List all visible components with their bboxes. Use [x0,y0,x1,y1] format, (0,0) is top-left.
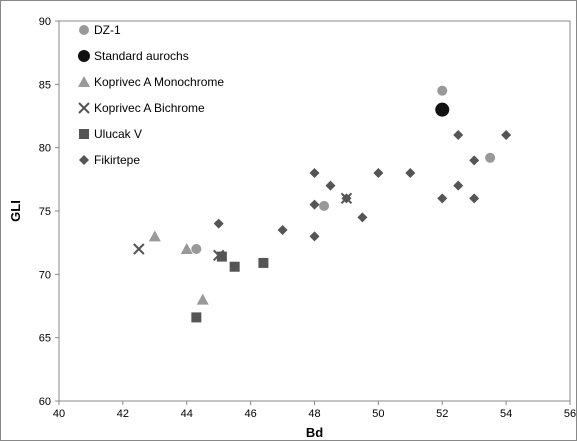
point-koprivec-a-monochrome [196,293,209,305]
legend-label-koprivec-a-monochrome: Koprivec A Monochrome [94,75,224,89]
y-tick-label: 80 [39,143,51,155]
y-tick-label: 65 [39,333,51,345]
y-tick-label: 70 [39,269,51,281]
point-fikirtepe [453,180,464,191]
point-fikirtepe [373,168,384,178]
point-ulucak-v [191,312,202,323]
point-fikirtepe [277,225,288,235]
axes: 40 42 44 46 48 50 52 54 56 60 65 70 75 80 85 90 [39,16,576,420]
point-koprivec-a-monochrome [180,243,193,254]
point-dz-1 [319,200,330,211]
point-ulucak-v [216,251,227,262]
point-standard-aurochs [435,102,450,117]
point-ulucak-v [258,257,269,268]
x-tick-label: 54 [500,408,512,420]
legend-label-fikirtepe: Fikirtepe [94,153,140,167]
point-koprivec-a-bichrome-stroke [133,243,145,255]
y-tick-label: 85 [39,79,51,91]
point-fikirtepe [501,130,512,140]
point-dz-1 [437,85,448,96]
x-axis-title: Bd [306,425,323,440]
legend-marker-koprivec-a-bichrome [78,102,90,114]
x-tick-label: 50 [372,408,384,420]
legend-marker-fikirtepe [79,155,89,165]
point-koprivec-a-monochrome [148,230,161,242]
point-ulucak-v [229,261,240,272]
point-fikirtepe [309,199,320,210]
data-markers [133,85,512,323]
legend: DZ-1 Standard aurochs Koprivec A Monochrom… [78,23,224,167]
x-tick-label: 42 [117,408,129,420]
legend-label-koprivec-a-bichrome: Koprivec A Bichrome [94,101,205,115]
x-tick-label: 46 [245,408,257,420]
point-dz-1 [485,152,496,163]
legend-label-dz-1: DZ-1 [94,23,121,37]
legend-marker-dz-1 [79,25,89,35]
point-fikirtepe [309,231,320,242]
legend-marker-standard-aurochs [78,50,90,62]
point-fikirtepe [341,193,352,204]
y-tick-label: 90 [39,16,51,28]
point-fikirtepe [357,212,368,223]
point-fikirtepe [469,155,480,166]
y-tick-label: 60 [39,396,51,408]
point-fikirtepe [437,193,448,204]
point-koprivec-a-bichrome [133,243,145,255]
point-fikirtepe [309,168,320,178]
legend-marker-ulucak-v [79,129,89,139]
legend-label-standard-aurochs: Standard aurochs [94,49,189,63]
x-tick-label: 40 [53,408,65,420]
plot-area [58,20,571,402]
x-tick-label: 48 [308,408,320,420]
point-fikirtepe [325,180,336,191]
point-fikirtepe [213,218,224,229]
plot-frame [58,20,571,402]
y-tick-label: 75 [39,206,51,218]
x-tick-label: 56 [564,408,576,420]
point-dz-1 [191,244,202,254]
point-fikirtepe [469,193,480,204]
point-fikirtepe [453,130,464,140]
legend-marker-koprivec-a-monochrome [78,76,90,87]
point-fikirtepe [405,168,416,178]
y-axis-title: GLI [8,200,23,222]
legend-marker-koprivec-a-bichrome-stroke [78,102,90,114]
legend-label-ulucak-v: Ulucak V [94,127,142,141]
x-tick-label: 52 [436,408,448,420]
x-tick-label: 44 [181,408,193,420]
